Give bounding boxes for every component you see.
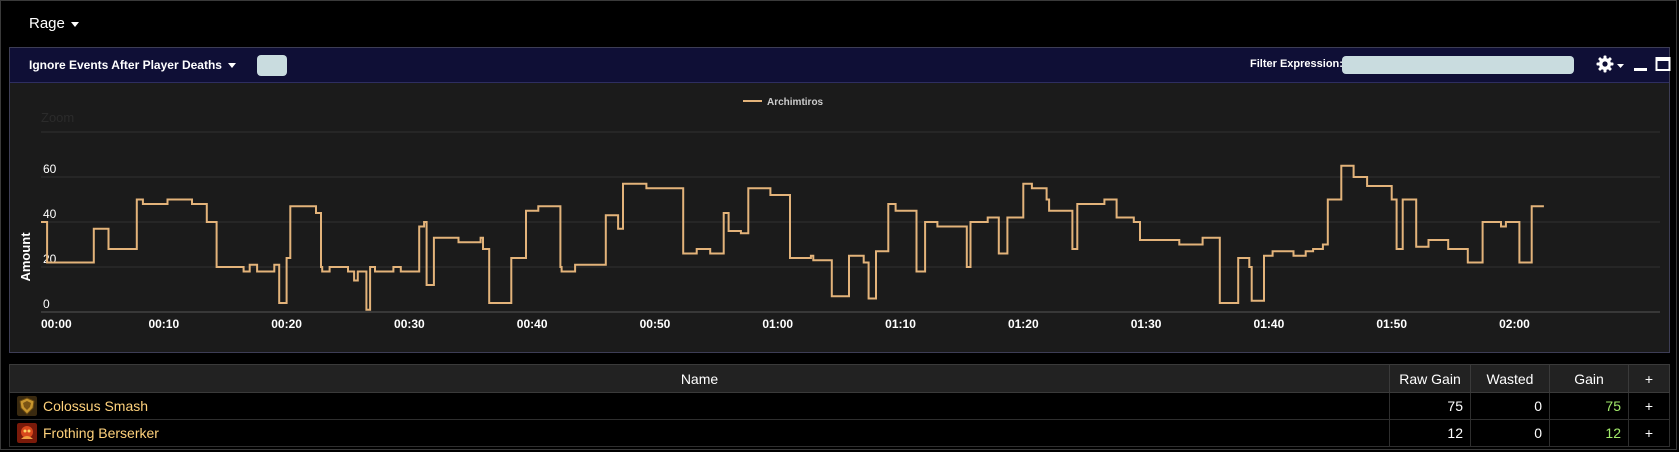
raw-gain-value: 12 [1389, 419, 1471, 447]
series-line-archimtiros [41, 164, 1544, 311]
header-expand-all[interactable]: + [1628, 364, 1670, 393]
x-tick-label: 00:40 [517, 317, 548, 331]
graph-panel: Ignore Events After Player Deaths Filter… [9, 47, 1671, 353]
wasted-value: 0 [1470, 419, 1550, 447]
rage-chart: 0 20 40 60 00:00 00:10 00:20 00:30 00:40 00:50 01… [18, 97, 1660, 331]
expand-button[interactable]: + [1628, 392, 1670, 420]
ignore-events-dropdown[interactable]: Ignore Events After Player Deaths [29, 58, 236, 72]
gain-value: 12 [1549, 419, 1629, 447]
toggle-button[interactable] [257, 55, 287, 76]
chevron-down-icon [70, 21, 79, 27]
x-tick-label: 00:50 [640, 317, 671, 331]
header-raw-gain[interactable]: Raw Gain [1389, 364, 1471, 393]
table-row[interactable]: Frothing Berserker 12 0 12 + [9, 419, 1670, 447]
x-tick-label: 01:00 [762, 317, 793, 331]
x-tick-label: 00:30 [394, 317, 425, 331]
abilities-table: Name Raw Gain Wasted Gain + Colossus Sma… [9, 364, 1670, 447]
colossus-smash-icon [17, 396, 37, 416]
y-axis-label: Amount [18, 232, 33, 282]
gear-icon[interactable] [1596, 55, 1626, 75]
table-header-row: Name Raw Gain Wasted Gain + [9, 364, 1670, 393]
table-row[interactable]: Colossus Smash 75 0 75 + [9, 392, 1670, 420]
x-tick-label: 00:10 [148, 317, 179, 331]
header-gain[interactable]: Gain [1549, 364, 1629, 393]
y-tick-label: 40 [43, 207, 57, 221]
resource-dropdown[interactable]: Rage [29, 15, 79, 32]
y-tick-label: 20 [43, 252, 57, 266]
x-tick-label: 02:00 [1499, 317, 1530, 331]
y-tick-label: 0 [43, 297, 50, 311]
ability-name[interactable]: Frothing Berserker [43, 425, 159, 441]
expand-button[interactable]: + [1628, 419, 1670, 447]
gain-value: 75 [1549, 392, 1629, 420]
header-wasted[interactable]: Wasted [1470, 364, 1550, 393]
filter-expression-label: Filter Expression: [1250, 58, 1343, 70]
ability-cell: Frothing Berserker [9, 419, 1390, 447]
graph-toolbar: Ignore Events After Player Deaths Filter… [10, 48, 1671, 83]
ability-cell: Colossus Smash [9, 392, 1390, 420]
resource-dropdown-label: Rage [29, 15, 65, 32]
ignore-events-label: Ignore Events After Player Deaths [29, 58, 222, 72]
legend-label: Archimtiros [767, 97, 824, 108]
x-tick-label: 01:10 [885, 317, 916, 331]
x-tick-label: 00:20 [271, 317, 302, 331]
ability-name[interactable]: Colossus Smash [43, 398, 149, 414]
x-tick-label: 00:00 [41, 317, 72, 331]
chevron-down-icon [227, 63, 236, 69]
header-name[interactable]: Name [9, 364, 1390, 393]
zoom-label[interactable]: Zoom [41, 110, 74, 125]
x-tick-label: 01:20 [1008, 317, 1039, 331]
legend[interactable]: Archimtiros [743, 97, 824, 108]
filter-expression-input[interactable] [1342, 56, 1574, 74]
frothing-berserker-icon [17, 423, 37, 443]
x-tick-label: 01:50 [1376, 317, 1407, 331]
x-tick-label: 01:40 [1254, 317, 1285, 331]
wasted-value: 0 [1470, 392, 1550, 420]
maximize-icon[interactable] [1655, 55, 1671, 73]
raw-gain-value: 75 [1389, 392, 1471, 420]
minimize-icon[interactable] [1633, 56, 1649, 74]
y-tick-label: 60 [43, 162, 57, 176]
x-tick-label: 01:30 [1131, 317, 1162, 331]
